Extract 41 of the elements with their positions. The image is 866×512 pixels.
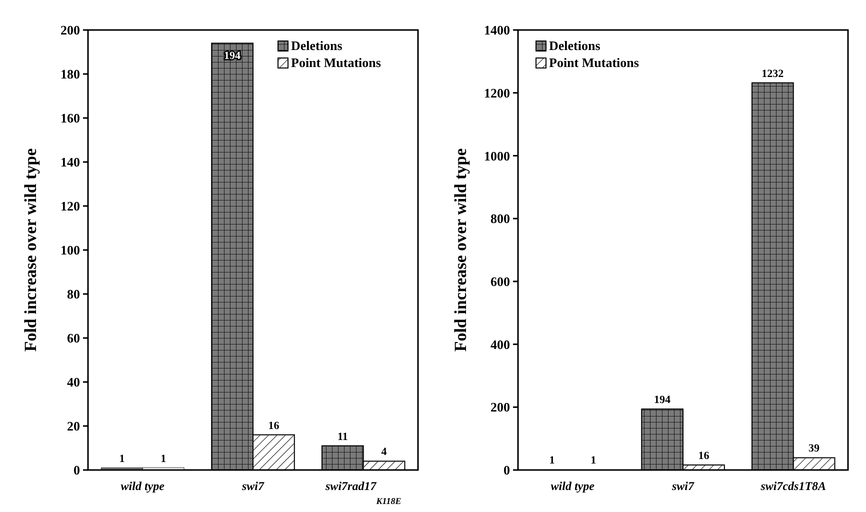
y-tick-label: 40 bbox=[67, 374, 80, 390]
y-tick-label: 1000 bbox=[484, 148, 510, 164]
y-tick-label: 120 bbox=[60, 198, 80, 214]
data-label: 1 bbox=[549, 454, 555, 467]
y-tick-label: 20 bbox=[67, 418, 80, 434]
data-label: 1 bbox=[590, 454, 596, 467]
y-tick-label: 60 bbox=[67, 330, 80, 346]
data-label: 16 bbox=[698, 450, 710, 462]
data-label: 4 bbox=[381, 446, 388, 458]
y-tick-label: 80 bbox=[67, 286, 80, 302]
data-label: 39 bbox=[808, 442, 820, 455]
data-label: 16 bbox=[268, 420, 280, 432]
y-tick-label: 200 bbox=[490, 400, 510, 415]
x-tick-label: swi7 bbox=[240, 479, 265, 493]
y-tick-label: 140 bbox=[60, 154, 80, 170]
legend-label: Deletions bbox=[291, 38, 342, 53]
data-label: 194 bbox=[654, 394, 672, 406]
data-label: 11 bbox=[337, 430, 348, 443]
legend-label: Point Mutations bbox=[291, 55, 381, 70]
data-label: 1 bbox=[160, 452, 166, 465]
y-tick-label: 100 bbox=[60, 242, 80, 258]
y-tick-label: 1400 bbox=[484, 22, 510, 38]
y-tick-label: 400 bbox=[490, 336, 510, 352]
data-label: 1232 bbox=[762, 68, 784, 80]
y-tick-label: 180 bbox=[60, 66, 80, 82]
x-tick-label: swi7cds1T8A bbox=[760, 479, 826, 493]
y-tick-label: 0 bbox=[504, 462, 510, 478]
legend-label: Deletions bbox=[549, 38, 600, 53]
y-axis-title: Fold increase over wild type bbox=[451, 148, 470, 352]
y-tick-label: 800 bbox=[490, 211, 510, 226]
x-tick-label: swi7 bbox=[670, 479, 695, 493]
legend-label: Point Mutations bbox=[549, 55, 639, 70]
y-tick-label: 600 bbox=[490, 274, 510, 289]
y-tick-label: 0 bbox=[74, 462, 80, 478]
y-tick-label: 160 bbox=[60, 110, 80, 126]
x-tick-label: wild type bbox=[550, 479, 596, 493]
x-tick-label: wild type bbox=[120, 479, 166, 493]
y-tick-label: 200 bbox=[60, 22, 80, 38]
y-tick-label: 1200 bbox=[484, 85, 510, 100]
data-label: 1 bbox=[119, 452, 125, 465]
y-axis-title: Fold increase over wild type bbox=[21, 148, 40, 352]
